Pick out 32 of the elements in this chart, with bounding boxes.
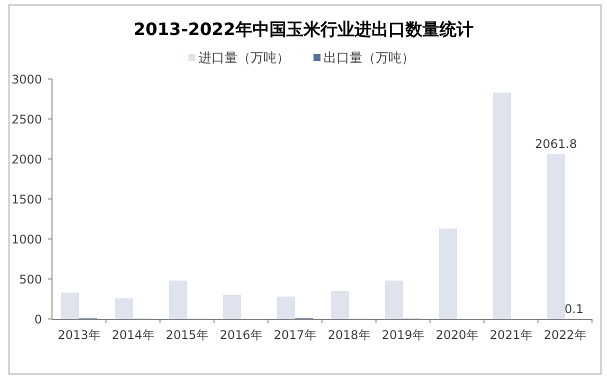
y-tick-label: 1000	[11, 232, 42, 246]
y-tick-label: 0	[34, 312, 42, 326]
x-tick-label: 2020年	[436, 328, 478, 342]
bar	[223, 295, 241, 319]
legend-label: 进口量（万吨）	[198, 51, 290, 66]
x-tick-label: 2014年	[112, 328, 154, 342]
bar	[547, 154, 565, 319]
data-label: 2061.8	[535, 137, 577, 152]
x-tick-label: 2016年	[220, 328, 262, 342]
y-tick-label: 500	[19, 272, 42, 286]
bar	[277, 296, 295, 319]
bar	[115, 298, 133, 319]
x-tick-label: 2022年	[544, 328, 586, 342]
x-tick-label: 2015年	[166, 328, 208, 342]
legend-label: 出口量（万吨）	[324, 51, 414, 66]
x-tick-label: 2019年	[382, 328, 424, 342]
y-tick-label: 2500	[11, 112, 42, 126]
y-tick-label: 1500	[11, 192, 42, 206]
bar	[169, 280, 187, 319]
x-tick-label: 2021年	[490, 328, 532, 342]
bar	[61, 292, 79, 319]
bar	[493, 92, 511, 319]
bar	[331, 291, 349, 319]
x-tick-label: 2013年	[58, 328, 100, 342]
x-tick-label: 2017年	[274, 328, 316, 342]
data-label: 0.1	[564, 302, 584, 316]
x-tick-label: 2018年	[328, 328, 370, 342]
y-tick-label: 3000	[11, 72, 42, 86]
bar	[385, 280, 403, 319]
y-tick-label: 2000	[11, 152, 42, 166]
chart-title: 2013-2022年中国玉米行业进出口数量统计	[134, 20, 474, 40]
bar	[439, 228, 457, 319]
